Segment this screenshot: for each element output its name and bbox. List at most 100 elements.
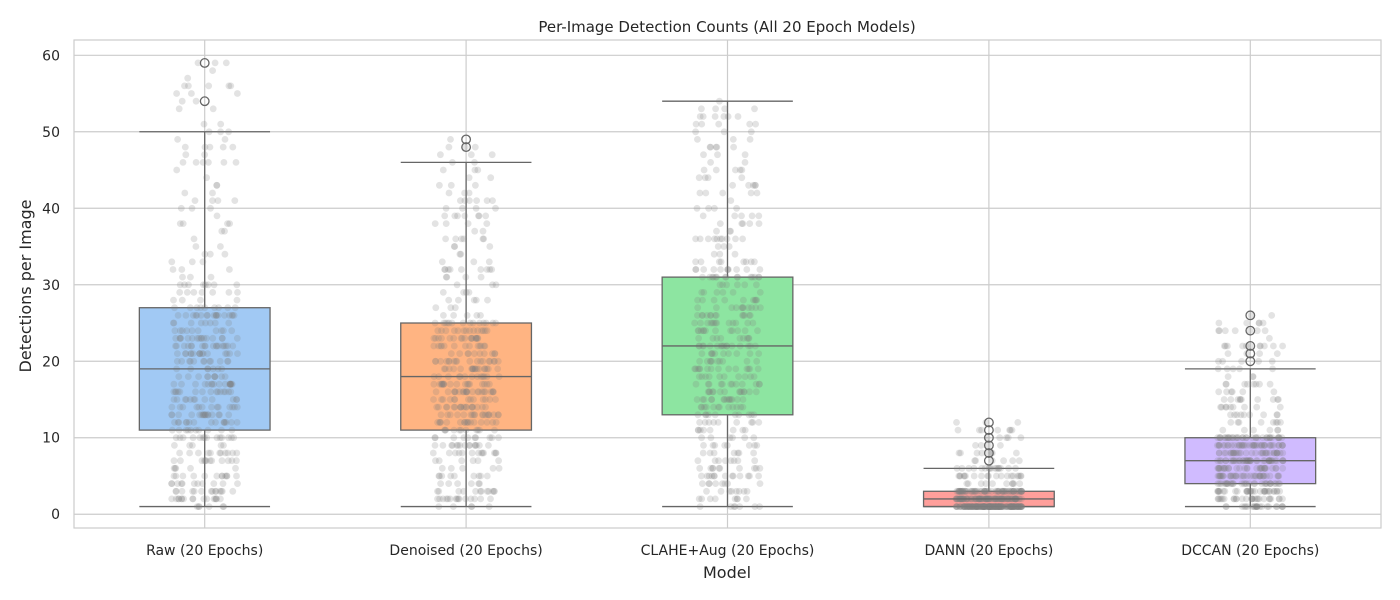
strip-point	[176, 220, 184, 228]
strip-point	[207, 449, 214, 457]
strip-point	[692, 128, 699, 136]
strip-point	[1233, 495, 1240, 503]
strip-point	[1279, 442, 1287, 449]
strip-point	[981, 503, 988, 510]
strip-point	[1250, 442, 1258, 449]
strip-point	[468, 480, 475, 487]
strip-point	[721, 442, 729, 449]
strip-point	[966, 503, 974, 510]
strip-point	[1004, 503, 1012, 510]
strip-point	[964, 503, 972, 510]
strip-point	[202, 457, 210, 465]
strip-point	[491, 350, 499, 357]
strip-point	[479, 403, 486, 411]
strip-point	[729, 319, 737, 327]
strip-point	[711, 204, 718, 212]
strip-point	[201, 457, 208, 465]
strip-point	[985, 503, 993, 510]
strip-point	[751, 273, 759, 281]
strip-point	[710, 250, 718, 258]
strip-point	[1251, 472, 1259, 480]
strip-point	[188, 327, 196, 335]
strip-point	[1232, 495, 1240, 503]
strip-point	[1265, 503, 1273, 510]
strip-point	[741, 373, 749, 380]
strip-point	[185, 281, 192, 289]
strip-point	[193, 403, 201, 411]
strip-point	[481, 342, 489, 350]
y-axis-label: Detections per Image	[16, 200, 35, 373]
strip-point	[1248, 442, 1256, 449]
strip-point	[1010, 503, 1018, 510]
strip-point	[472, 434, 479, 442]
strip-point	[962, 472, 969, 480]
outlier-point	[461, 142, 472, 153]
strip-point	[986, 464, 994, 472]
strip-point	[176, 403, 184, 411]
strip-point	[713, 273, 720, 281]
strip-point	[451, 212, 459, 220]
strip-point	[479, 411, 487, 419]
strip-point	[979, 503, 987, 510]
strip-point	[958, 464, 966, 472]
strip-point	[705, 373, 713, 380]
strip-point	[1270, 388, 1278, 396]
strip-point	[707, 357, 714, 365]
strip-point	[226, 312, 233, 319]
strip-point	[204, 426, 212, 434]
strip-point	[185, 82, 192, 90]
strip-point	[1261, 487, 1268, 495]
strip-point	[962, 487, 970, 495]
strip-point	[208, 380, 216, 388]
strip-point	[746, 388, 753, 396]
strip-point	[466, 319, 474, 327]
strip-point	[1231, 472, 1239, 480]
strip-point	[462, 327, 470, 335]
strip-point	[746, 350, 754, 357]
strip-point	[734, 281, 741, 289]
strip-point	[193, 503, 201, 510]
strip-point	[728, 380, 736, 388]
strip-point	[437, 357, 444, 365]
strip-point	[213, 342, 220, 350]
strip-point	[491, 357, 498, 365]
strip-point	[447, 472, 455, 480]
strip-point	[691, 319, 698, 327]
strip-point	[468, 334, 476, 342]
strip-point	[1007, 503, 1015, 510]
strip-point	[997, 503, 1005, 510]
strip-point	[475, 388, 483, 396]
strip-point	[1275, 434, 1283, 442]
strip-point	[448, 319, 456, 327]
strip-point	[430, 342, 438, 350]
strip-point	[476, 480, 483, 487]
strip-point	[437, 419, 445, 426]
strip-point	[725, 365, 733, 373]
strip-point	[456, 419, 464, 426]
strip-point	[696, 426, 704, 434]
strip-point	[717, 235, 724, 243]
strip-point	[205, 82, 213, 90]
strip-point	[1010, 503, 1018, 510]
strip-point	[205, 449, 212, 457]
strip-point	[202, 457, 209, 465]
strip-point	[972, 503, 980, 510]
strip-point	[712, 319, 719, 327]
strip-point	[206, 457, 214, 465]
strip-point	[182, 350, 189, 357]
strip-point	[1259, 449, 1267, 457]
strip-point	[442, 204, 450, 212]
strip-point	[745, 334, 753, 342]
strip-point	[751, 503, 759, 510]
strip-point	[470, 472, 478, 480]
strip-point	[970, 487, 978, 495]
strip-point	[705, 419, 713, 426]
strip-point	[1243, 319, 1251, 327]
strip-point	[746, 120, 754, 128]
strip-point	[193, 312, 201, 319]
strip-point	[707, 143, 714, 151]
strip-point	[181, 281, 188, 289]
strip-point	[988, 503, 996, 510]
strip-point	[221, 388, 229, 396]
